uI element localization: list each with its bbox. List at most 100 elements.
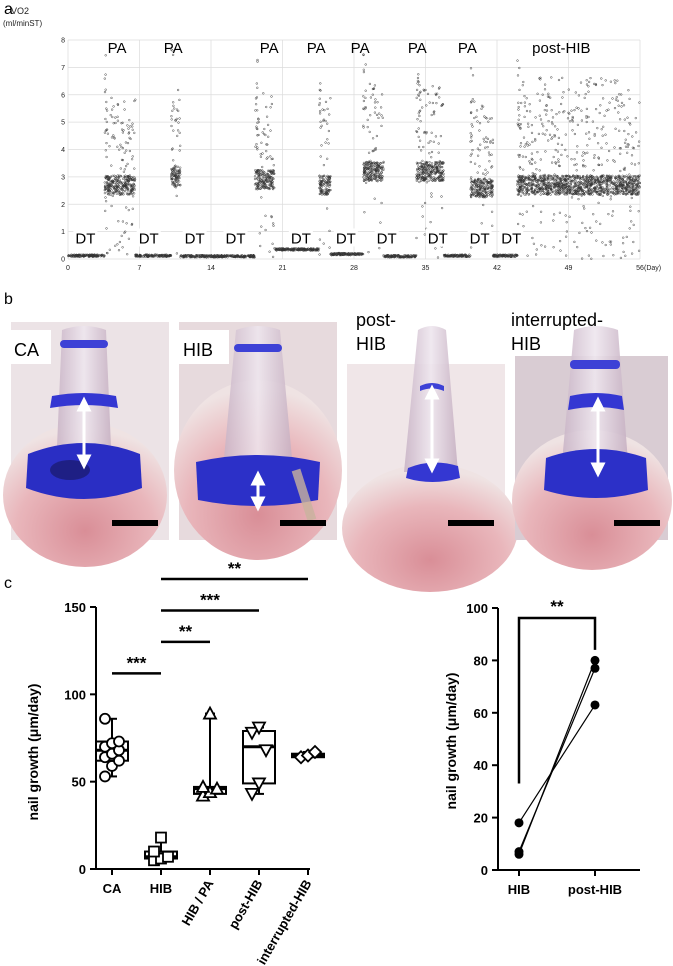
panel-a-point xyxy=(392,254,396,257)
panel-a-point xyxy=(180,254,183,257)
panel-a-point xyxy=(473,194,476,197)
panel-a-point xyxy=(590,190,594,193)
panel-a-point xyxy=(525,182,528,186)
panel-a-point xyxy=(580,193,583,196)
panel-a-point xyxy=(633,163,637,166)
panel-a-point xyxy=(327,129,331,133)
panel-a-point xyxy=(506,253,509,257)
panel-a-point xyxy=(568,120,572,123)
panel-a-point xyxy=(418,114,421,118)
panel-a-point xyxy=(565,189,569,192)
panel-a-point xyxy=(559,176,562,180)
panel-a-point xyxy=(452,255,455,258)
panel-a-point xyxy=(115,185,119,189)
panel-a-point xyxy=(105,120,108,124)
panel-a-point xyxy=(523,145,526,148)
panel-a-point xyxy=(561,96,564,99)
panel-a-point xyxy=(587,90,590,93)
panel-d-y-tick: 20 xyxy=(474,811,488,826)
panel-a-point xyxy=(367,179,370,182)
panel-a-point xyxy=(118,240,122,244)
panel-a-point xyxy=(522,177,525,180)
panel-a-point xyxy=(430,131,433,134)
panel-a-point xyxy=(627,132,630,136)
panel-a-point xyxy=(491,138,495,141)
panel-a-point xyxy=(422,145,425,149)
panel-a-point xyxy=(616,79,619,82)
panel-a-point xyxy=(499,253,502,256)
panel-a-point xyxy=(554,148,557,152)
panel-a-point xyxy=(124,174,127,177)
panel-a-point xyxy=(470,187,474,190)
panel-a-point xyxy=(253,177,257,181)
panel-a-point xyxy=(531,182,535,186)
panel-a-point xyxy=(604,178,608,182)
panel-c-point xyxy=(258,744,274,759)
panel-a-point xyxy=(122,175,125,178)
panel-a-point xyxy=(578,178,582,181)
panel-a-point xyxy=(560,143,564,147)
panel-a-point xyxy=(434,247,437,250)
panel-c-point xyxy=(113,735,125,748)
panel-a-point xyxy=(198,255,201,259)
panel-a-point xyxy=(133,184,136,187)
panel-a-point xyxy=(629,123,632,126)
panel-a-point xyxy=(437,171,441,174)
panel-a-point xyxy=(205,256,208,259)
panel-a-point xyxy=(577,180,580,184)
panel-a-point xyxy=(617,184,621,187)
panel-a-point xyxy=(261,181,264,184)
panel-a-point xyxy=(319,126,322,129)
panel-a-point xyxy=(272,224,275,227)
panel-a-point xyxy=(424,167,428,170)
panel-a-point xyxy=(600,174,604,177)
panel-a-point xyxy=(611,210,615,213)
panel-a-point xyxy=(586,179,589,182)
panel-a-point xyxy=(249,255,252,258)
panel-a-annotation: DT xyxy=(377,230,397,247)
panel-a-point xyxy=(547,139,550,142)
panel-a-point xyxy=(283,247,286,251)
panel-a-point xyxy=(366,168,370,171)
panel-a-point xyxy=(634,189,637,192)
panel-d-x-tick: HIB xyxy=(508,882,530,897)
panel-a-x-tick: 28 xyxy=(350,265,358,272)
panel-a-point xyxy=(568,175,572,178)
panel-a-point xyxy=(577,193,580,196)
panel-a-point xyxy=(414,254,417,258)
panel-a-point xyxy=(523,101,527,104)
panel-a-point xyxy=(265,105,268,109)
panel-a-point xyxy=(590,257,593,260)
panel-a-point xyxy=(432,165,435,168)
panel-a-point xyxy=(518,182,521,185)
panel-a-point xyxy=(634,177,638,180)
panel-a-point xyxy=(127,179,131,183)
panel-a-point xyxy=(530,123,534,127)
panel-a-point xyxy=(178,131,181,134)
panel-a-point xyxy=(615,182,618,185)
panel-a-point xyxy=(255,169,259,172)
panel-d-y-tick: 80 xyxy=(474,653,488,668)
panel-a-point xyxy=(552,184,555,188)
panel-a-point xyxy=(541,189,544,192)
panel-a-point xyxy=(126,162,129,166)
panel-a-point xyxy=(434,93,438,97)
panel-a-point xyxy=(270,157,273,161)
panel-a-point xyxy=(474,195,478,198)
panel-a-point xyxy=(533,192,536,195)
panel-a-point xyxy=(96,254,99,258)
panel-c-point xyxy=(99,712,111,725)
panel-a-point xyxy=(183,254,186,257)
photo-label-ca: CA xyxy=(14,340,39,360)
panel-a-annotation: DT xyxy=(75,230,95,247)
panel-a-point xyxy=(458,254,461,257)
panel-a-point xyxy=(541,186,544,189)
panel-a-point xyxy=(571,129,574,132)
panel-a-annotation-bg xyxy=(374,228,399,247)
panel-a-point xyxy=(569,189,572,192)
panel-a-point xyxy=(439,175,442,178)
panel-a-point xyxy=(260,225,263,228)
panel-a-point xyxy=(609,80,613,83)
panel-a-point xyxy=(382,160,385,164)
panel-a-point xyxy=(118,148,121,151)
